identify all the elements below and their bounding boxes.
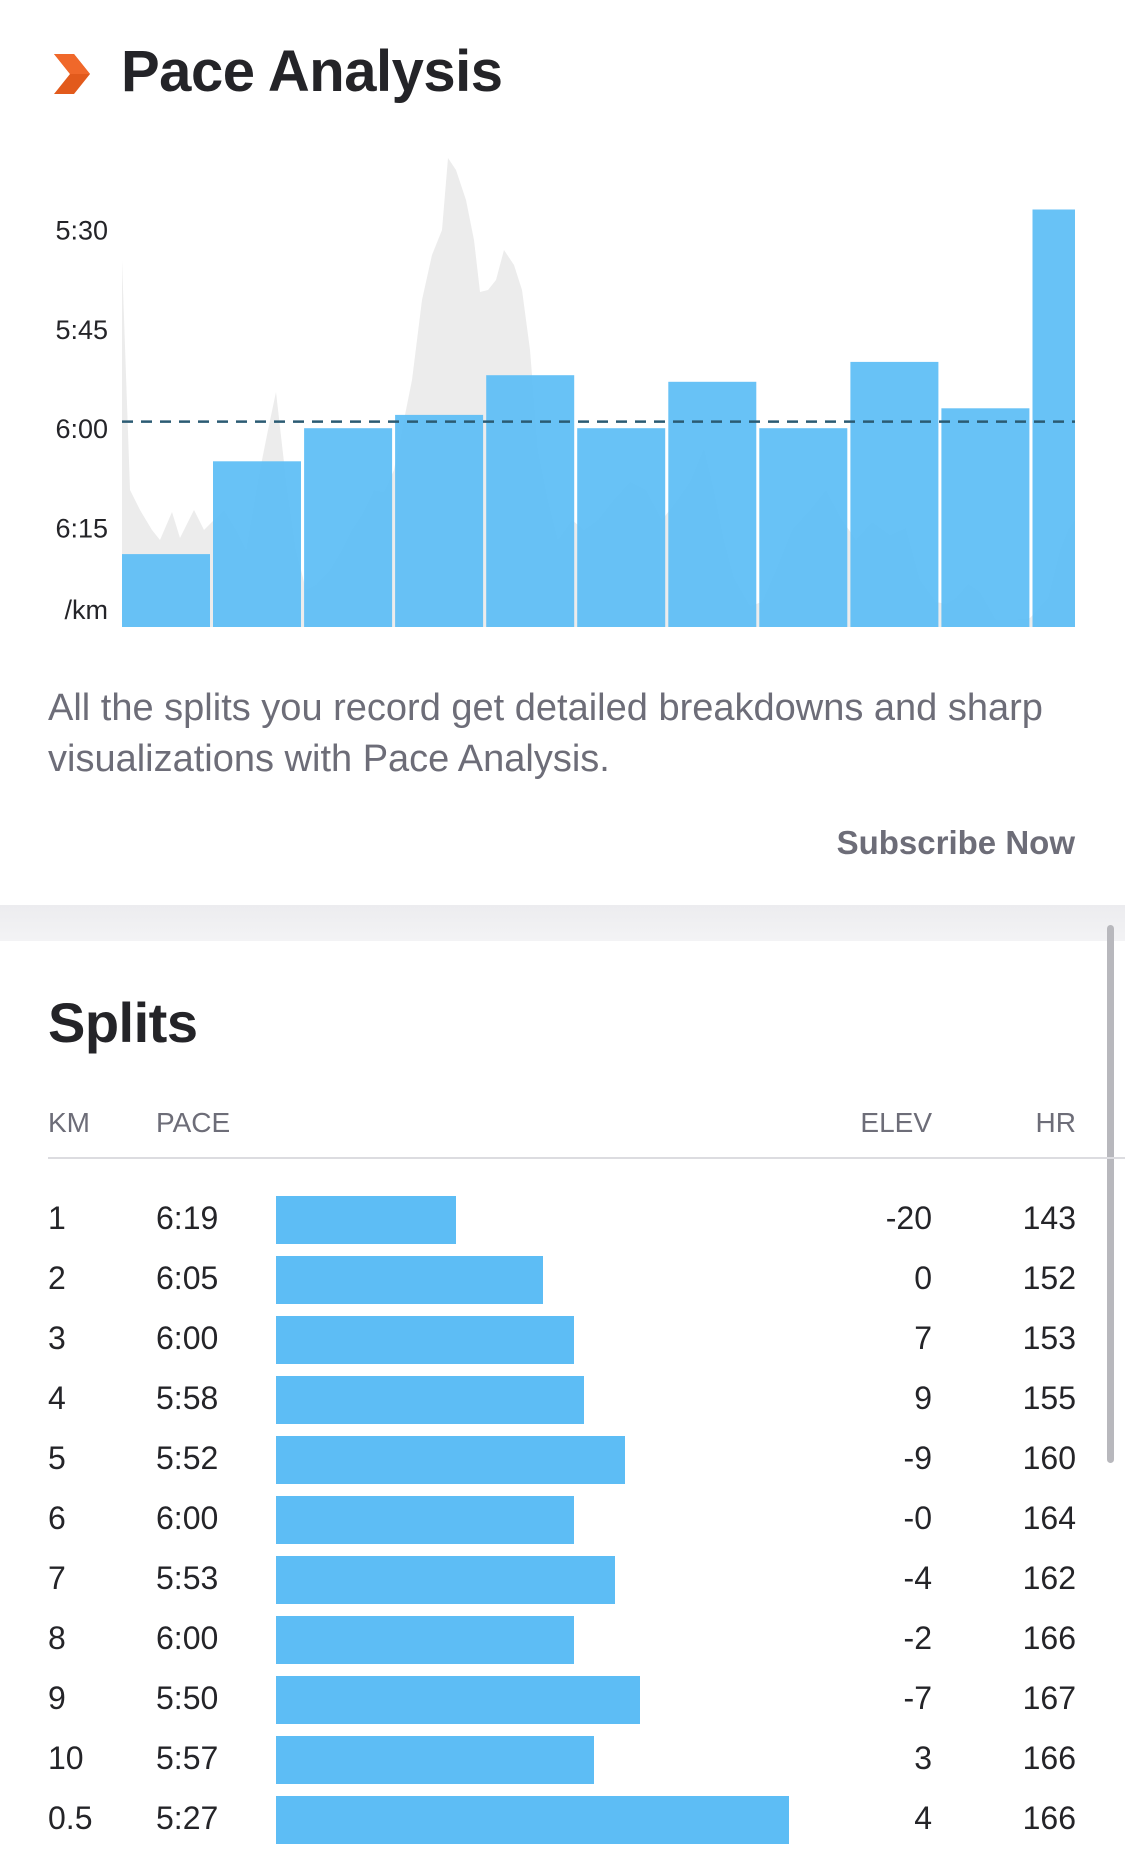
split-pace-bar bbox=[276, 1616, 574, 1664]
split-km: 2 bbox=[48, 1260, 66, 1296]
split-elev: 9 bbox=[914, 1380, 932, 1416]
split-row: 8 6:00 -2 166 bbox=[0, 1610, 1125, 1670]
split-elev: -20 bbox=[885, 1200, 932, 1236]
description-text: All the splits you record get detailed b… bbox=[48, 687, 1043, 780]
split-km: 0.5 bbox=[48, 1800, 93, 1836]
pace-chart: 5:30 5:45 6:00 6:15/km bbox=[55, 158, 1075, 627]
column-header-km: KM bbox=[48, 1107, 90, 1138]
split-pace: 6:00 bbox=[156, 1620, 219, 1656]
split-pace-bar bbox=[276, 1316, 574, 1364]
split-pace-bar bbox=[276, 1376, 584, 1424]
pace-bar bbox=[941, 408, 1030, 627]
split-row: 6 6:00 -0 164 bbox=[0, 1490, 1125, 1550]
pace-bar bbox=[577, 428, 666, 627]
section-divider bbox=[0, 905, 1125, 941]
split-pace: 5:52 bbox=[156, 1440, 219, 1476]
split-pace-bar bbox=[276, 1796, 789, 1844]
pace-bar bbox=[1032, 209, 1075, 627]
split-pace: 6:00 bbox=[156, 1320, 219, 1356]
split-km: 10 bbox=[48, 1740, 84, 1776]
split-elev: -0 bbox=[903, 1500, 932, 1536]
pace-bar bbox=[850, 361, 939, 627]
splits-title: Splits bbox=[48, 991, 198, 1054]
split-pace: 6:00 bbox=[156, 1500, 219, 1536]
split-hr: 152 bbox=[1022, 1260, 1076, 1296]
split-elev: -7 bbox=[903, 1680, 932, 1716]
pace-bar bbox=[759, 428, 848, 627]
split-hr: 166 bbox=[1022, 1620, 1076, 1656]
split-elev: 4 bbox=[914, 1800, 932, 1836]
split-km: 4 bbox=[48, 1380, 66, 1416]
split-hr: 166 bbox=[1022, 1740, 1076, 1776]
column-header-pace: PACE bbox=[156, 1107, 231, 1138]
split-pace-bar bbox=[276, 1496, 574, 1544]
y-tick-label: 5:30 bbox=[55, 215, 108, 245]
split-elev: -2 bbox=[903, 1620, 932, 1656]
split-pace-bar bbox=[276, 1676, 640, 1724]
pace-analysis-section: Pace Analysis 5:30 5:45 6:00 6:15/km All th… bbox=[0, 0, 1125, 905]
split-pace: 6:05 bbox=[156, 1260, 219, 1296]
pace-bar bbox=[213, 461, 301, 627]
column-header-elev: ELEV bbox=[860, 1107, 932, 1138]
split-hr: 164 bbox=[1022, 1500, 1076, 1536]
split-pace-bar bbox=[276, 1436, 625, 1484]
split-row: 3 6:00 7 153 bbox=[0, 1310, 1125, 1370]
pace-bar bbox=[122, 554, 210, 627]
split-hr: 143 bbox=[1022, 1200, 1076, 1236]
split-row: 10 5:57 3 166 bbox=[0, 1730, 1125, 1790]
split-pace-bar bbox=[276, 1196, 456, 1244]
split-row: 9 5:50 -7 167 bbox=[0, 1670, 1125, 1730]
y-tick-label: 6:00 bbox=[55, 414, 108, 444]
column-header-hr: HR bbox=[1035, 1107, 1076, 1138]
split-hr: 153 bbox=[1022, 1320, 1076, 1356]
y-tick-label: 5:45 bbox=[55, 315, 108, 345]
split-hr: 167 bbox=[1022, 1680, 1076, 1716]
split-km: 9 bbox=[48, 1680, 66, 1716]
split-row: 0.5 5:27 4 166 bbox=[0, 1790, 1125, 1850]
split-pace: 5:57 bbox=[156, 1740, 219, 1776]
split-row: 1 6:19 -20 143 bbox=[0, 1190, 1125, 1250]
pace-bar bbox=[304, 428, 393, 627]
split-hr: 160 bbox=[1022, 1440, 1076, 1476]
y-axis: 5:30 5:45 6:00 6:15/km bbox=[55, 215, 108, 625]
split-hr: 166 bbox=[1022, 1800, 1076, 1836]
split-row: 7 5:53 -4 162 bbox=[0, 1550, 1125, 1610]
split-hr: 162 bbox=[1022, 1560, 1076, 1596]
split-pace-bar bbox=[276, 1556, 615, 1604]
split-pace: 5:27 bbox=[156, 1800, 219, 1836]
split-km: 3 bbox=[48, 1320, 66, 1356]
split-row: 4 5:58 9 155 bbox=[0, 1370, 1125, 1430]
split-hr: 155 bbox=[1022, 1380, 1076, 1416]
page-title: Pace Analysis bbox=[121, 39, 503, 104]
split-pace: 5:53 bbox=[156, 1560, 219, 1596]
split-elev: -4 bbox=[903, 1560, 932, 1596]
split-elev: 7 bbox=[914, 1320, 932, 1356]
split-pace: 5:58 bbox=[156, 1380, 219, 1416]
split-elev: -9 bbox=[903, 1440, 932, 1476]
pace-bar bbox=[668, 381, 757, 627]
split-elev: 3 bbox=[914, 1740, 932, 1776]
split-km: 1 bbox=[48, 1200, 66, 1236]
chevron-right-icon bbox=[54, 54, 90, 94]
split-km: 7 bbox=[48, 1560, 66, 1596]
split-pace: 5:50 bbox=[156, 1680, 219, 1716]
header-divider bbox=[48, 1157, 1125, 1159]
pace-bar bbox=[395, 414, 484, 627]
y-axis-unit-label: /km bbox=[65, 595, 109, 625]
split-row: 5 5:52 -9 160 bbox=[0, 1430, 1125, 1490]
split-km: 6 bbox=[48, 1500, 66, 1536]
split-pace: 6:19 bbox=[156, 1200, 219, 1236]
split-row: 2 6:05 0 152 bbox=[0, 1250, 1125, 1310]
pace-bar bbox=[486, 375, 575, 627]
scrollbar[interactable] bbox=[1107, 925, 1114, 1463]
split-elev: 0 bbox=[914, 1260, 932, 1296]
y-tick-label: 6:15 bbox=[55, 514, 108, 544]
split-km: 8 bbox=[48, 1620, 66, 1656]
bar-group bbox=[122, 209, 1075, 627]
split-pace-bar bbox=[276, 1736, 594, 1784]
split-km: 5 bbox=[48, 1440, 66, 1476]
split-pace-bar bbox=[276, 1256, 543, 1304]
subscribe-now-button[interactable]: Subscribe Now bbox=[836, 824, 1075, 861]
